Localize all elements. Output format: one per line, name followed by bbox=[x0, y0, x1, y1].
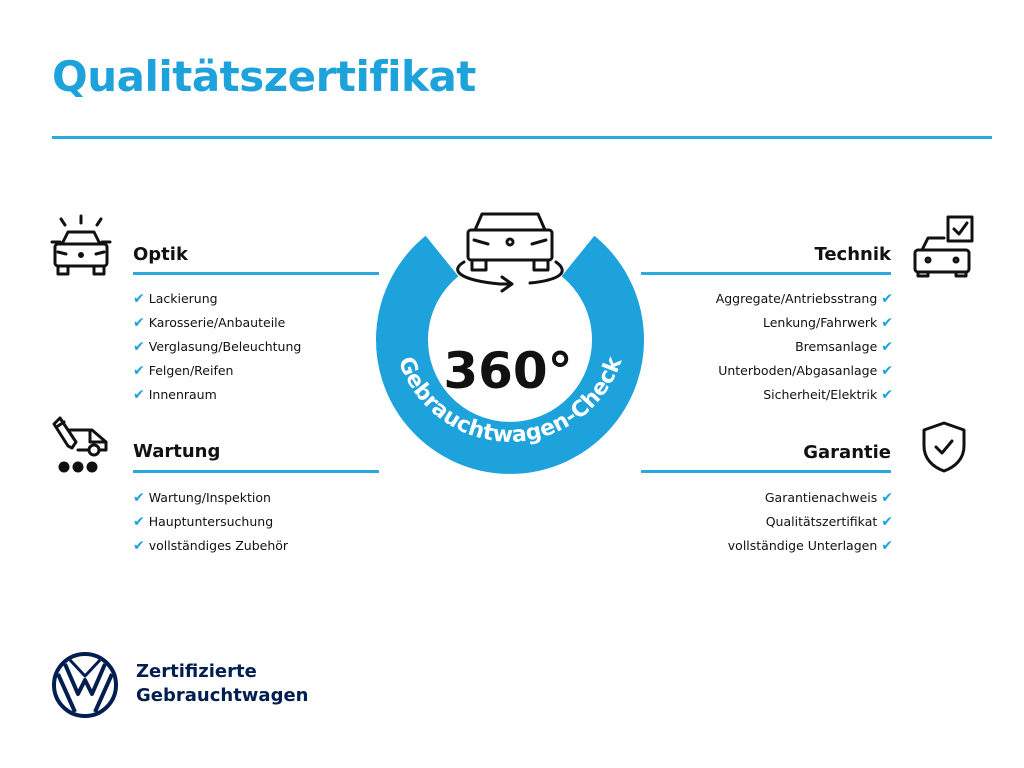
badge-value: 360° bbox=[443, 342, 572, 400]
list-item: Sicherheit/Elektrik ✔ bbox=[763, 387, 893, 403]
list-item: Garantienachweis ✔ bbox=[764, 490, 893, 506]
list-item: Aggregate/Antriebsstrang ✔ bbox=[715, 291, 893, 307]
check-icon: ✔ bbox=[133, 339, 145, 355]
list-item: ✔ Karosserie/Anbauteile bbox=[133, 315, 286, 331]
list-item: Unterboden/Abgasanlage ✔ bbox=[718, 363, 893, 379]
check-icon: ✔ bbox=[881, 538, 893, 554]
car-checklist-icon bbox=[913, 215, 974, 278]
list-item: Bremsanlage ✔ bbox=[795, 339, 893, 355]
check-icon: ✔ bbox=[133, 514, 145, 530]
shield-check-icon bbox=[922, 421, 966, 473]
section-line-technik bbox=[641, 272, 891, 275]
service-van-icon bbox=[52, 416, 108, 473]
vw-logo bbox=[52, 652, 118, 718]
brand-name: Zertifizierte Gebrauchtwagen bbox=[136, 660, 308, 708]
section-heading-garantie: Garantie bbox=[803, 442, 891, 463]
check-icon: ✔ bbox=[133, 387, 145, 403]
check-360-badge: 360° Gebrauchtwagen-Check bbox=[376, 212, 644, 474]
section-line-wartung bbox=[133, 470, 379, 473]
check-icon: ✔ bbox=[881, 363, 893, 379]
list-item: vollständige Unterlagen ✔ bbox=[727, 538, 893, 554]
list-optik: ✔ Lackierung ✔ Karosserie/Anbauteile ✔ Verg… bbox=[133, 287, 301, 407]
brand-line1: Zertifizierte bbox=[136, 661, 257, 682]
car-rotate-icon bbox=[456, 212, 564, 293]
check-icon: ✔ bbox=[881, 387, 893, 403]
list-technik: Aggregate/Antriebsstrang ✔ Lenkung/Fahrwe… bbox=[716, 287, 893, 407]
badge-ring bbox=[376, 235, 644, 474]
list-item: Lenkung/Fahrwerk ✔ bbox=[763, 315, 893, 331]
check-icon: ✔ bbox=[881, 315, 893, 331]
list-item: ✔ Lackierung bbox=[133, 291, 218, 307]
section-line-optik bbox=[133, 272, 379, 275]
check-icon: ✔ bbox=[133, 363, 145, 379]
page-title: Qualitätszertifikat bbox=[52, 52, 476, 101]
check-icon: ✔ bbox=[133, 490, 145, 506]
list-item: ✔ Wartung/Inspektion bbox=[133, 490, 271, 506]
check-icon: ✔ bbox=[881, 339, 893, 355]
check-icon: ✔ bbox=[881, 490, 893, 506]
list-item: ✔ vollständiges Zubehör bbox=[133, 538, 289, 554]
check-icon: ✔ bbox=[133, 538, 145, 554]
list-item: ✔ Verglasung/Beleuchtung bbox=[133, 339, 302, 355]
list-item: ✔ Innenraum bbox=[133, 387, 217, 403]
list-wartung: ✔ Wartung/Inspektion ✔ Hauptuntersuchung ✔… bbox=[133, 486, 288, 558]
check-icon: ✔ bbox=[881, 514, 893, 530]
list-item: ✔ Hauptuntersuchung bbox=[133, 514, 274, 530]
section-heading-optik: Optik bbox=[133, 244, 188, 265]
car-lights-icon bbox=[50, 214, 112, 276]
check-icon: ✔ bbox=[133, 291, 145, 307]
check-icon: ✔ bbox=[881, 291, 893, 307]
brand-line2: Gebrauchtwagen bbox=[136, 685, 309, 706]
list-item: ✔ Felgen/Reifen bbox=[133, 363, 234, 379]
title-divider bbox=[52, 136, 992, 139]
list-garantie: Garantienachweis ✔ Qualitätszertifikat ✔ v… bbox=[728, 486, 893, 558]
section-heading-technik: Technik bbox=[814, 244, 891, 265]
list-item: Qualitätszertifikat ✔ bbox=[765, 514, 893, 530]
check-icon: ✔ bbox=[133, 315, 145, 331]
section-heading-wartung: Wartung bbox=[133, 441, 221, 462]
section-line-garantie bbox=[641, 470, 891, 473]
